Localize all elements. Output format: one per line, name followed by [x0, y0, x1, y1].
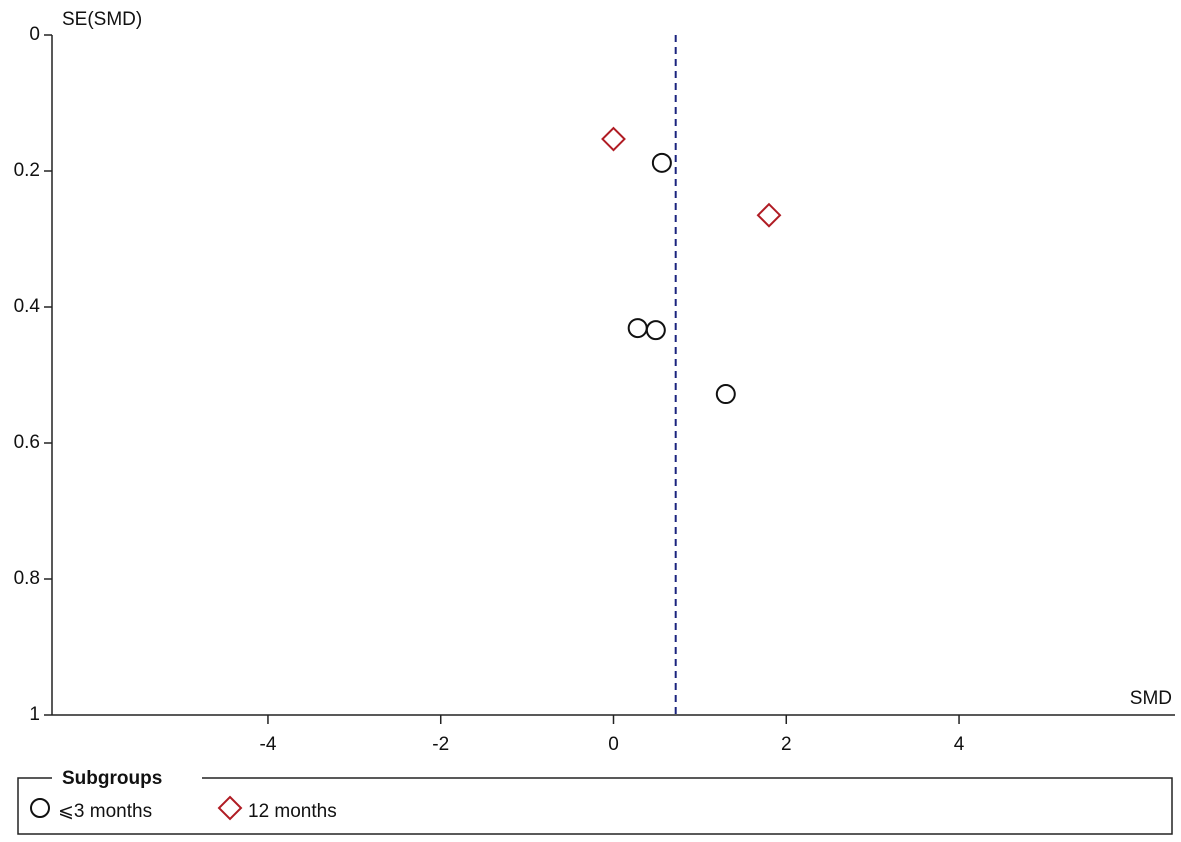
legend-label: 12 months [248, 801, 337, 822]
x-tick-label: 0 [608, 734, 619, 755]
y-tick-label: 0.8 [14, 568, 40, 589]
legend-title-bg [52, 770, 202, 786]
legend-label: ⩽3 months [58, 801, 152, 822]
legend-title: Subgroups [62, 768, 162, 789]
circle-marker [715, 384, 736, 405]
diamond-marker [756, 202, 782, 228]
x-tick-label: -2 [432, 734, 449, 755]
y-axis-label: SE(SMD) [62, 9, 142, 30]
legend-box [17, 777, 1173, 835]
diamond-marker [217, 795, 243, 821]
y-tick-label: 1 [29, 704, 40, 725]
circle-marker [627, 318, 648, 339]
circle-marker [30, 798, 50, 818]
y-tick-label: 0 [29, 24, 40, 45]
circle-marker [651, 152, 672, 173]
y-tick-label: 0.4 [14, 296, 41, 317]
y-tick-label: 0.6 [14, 432, 40, 453]
x-axis-label: SMD [1130, 688, 1172, 709]
circle-marker [645, 320, 666, 341]
x-tick-label: 4 [954, 734, 965, 755]
x-tick-label: 2 [781, 734, 792, 755]
diamond-marker [601, 126, 626, 152]
y-tick-label: 0.2 [14, 160, 40, 181]
x-tick-label: -4 [260, 734, 277, 755]
